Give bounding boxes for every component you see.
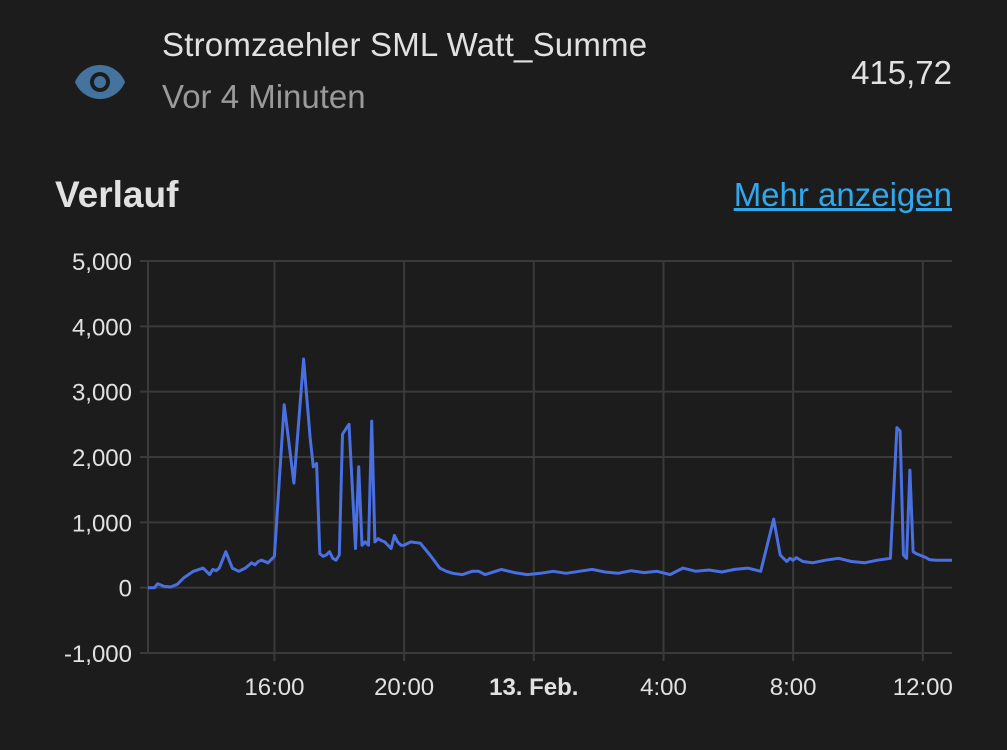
x-tick-label: 8:00 [770, 674, 817, 701]
entity-name: Stromzaehler SML Watt_Summe [162, 26, 648, 63]
x-tick-label: 12:00 [893, 674, 953, 701]
history-title: Verlauf [55, 174, 179, 215]
entity-row[interactable]: Stromzaehler SML Watt_Summe Vor 4 Minute… [0, 0, 1007, 140]
y-tick-label: -1,000 [64, 641, 132, 668]
x-tick-label: 20:00 [374, 674, 434, 701]
x-tick-label: 16:00 [244, 674, 304, 701]
y-tick-label: 5,000 [72, 249, 132, 276]
x-tick-label: 13. Feb. [489, 674, 578, 701]
x-tick-label: 4:00 [640, 674, 687, 701]
series-line-0 [148, 357, 952, 590]
y-tick-label: 3,000 [72, 380, 132, 407]
last-changed-time: Vor 4 Minuten [162, 78, 366, 115]
show-more-link[interactable]: Mehr anzeigen [733, 176, 952, 213]
eye-icon [75, 65, 125, 99]
y-tick-label: 2,000 [72, 445, 132, 472]
y-tick-label: 0 [119, 576, 132, 603]
y-tick-label: 1,000 [72, 510, 132, 537]
entity-state-value: 415,72 [851, 54, 952, 91]
history-chart[interactable]: 5,000 4,000 3,000 2,000 1,000 0 -1,000 16:00 20… [0, 235, 1007, 750]
y-tick-label: 4,000 [72, 314, 132, 341]
